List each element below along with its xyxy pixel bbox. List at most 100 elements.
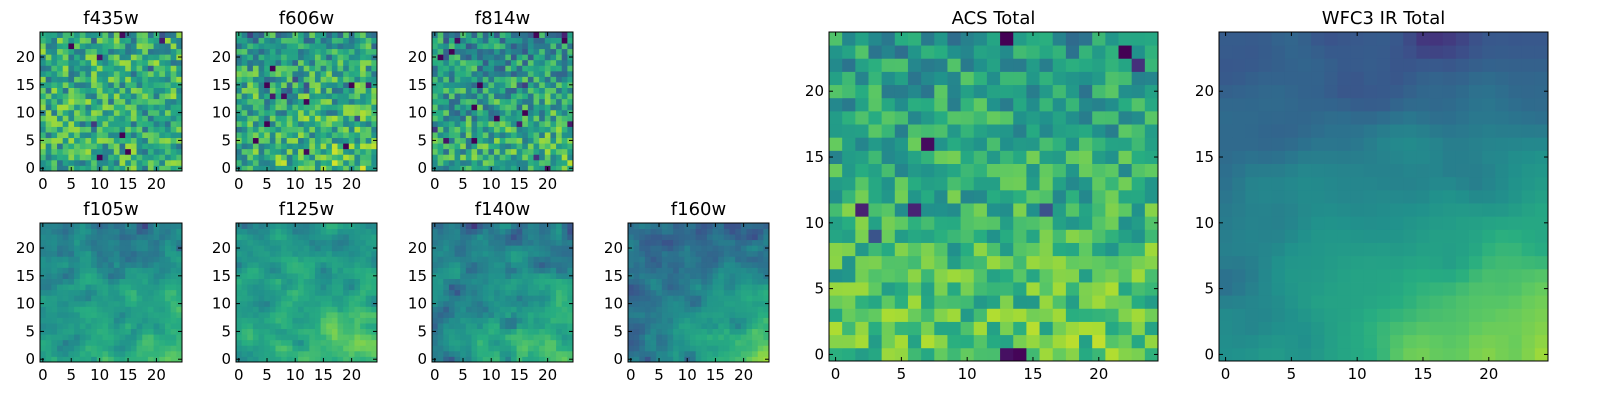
heatmap-cell [516,334,523,341]
heatmap-cell [488,328,495,335]
heatmap-cell [79,278,86,285]
heatmap-cell [79,98,86,105]
heatmap-cell [68,59,75,66]
heatmap-cell [142,228,149,235]
heatmap-cell [539,295,546,302]
heatmap-cell [365,159,372,166]
heatmap-cell [973,334,988,349]
heatmap-cell [701,228,708,235]
heatmap-cell [881,189,896,204]
heatmap-cell [269,59,276,66]
heatmap-cell [258,261,265,268]
heatmap-cell [74,37,81,44]
heatmap-cell [159,245,166,252]
heatmap-cell [505,234,512,241]
heatmap-cell [91,70,98,77]
heatmap-cell [314,306,321,313]
heatmap-cell [556,234,563,241]
heatmap-cell [757,334,764,341]
heatmap-cell [331,54,338,61]
heatmap-cell [68,311,75,318]
heatmap-cell [471,137,478,144]
heatmap-cell [567,115,574,122]
heatmap-cell [142,239,149,246]
heatmap-cell [269,148,276,155]
heatmap-cell [437,278,444,285]
heatmap-cell [57,132,64,139]
heatmap-cell [74,165,81,172]
heatmap-cell [527,109,534,116]
heatmap-cell [108,273,115,279]
heatmap-cell [465,159,472,166]
heatmap-cell [667,300,674,307]
heatmap-cell [550,82,557,88]
heatmap-cell [153,104,160,111]
heatmap-cell [561,273,568,279]
heatmap-cell [471,323,478,330]
heatmap-cell [510,132,517,139]
heatmap-cell [119,120,126,127]
heatmap-cell [365,76,372,83]
heatmap-cell [477,328,484,335]
heatmap-cell [170,273,177,279]
heatmap-cell [360,76,367,83]
heatmap-cell [443,256,450,263]
heatmap-cell [96,284,103,291]
heatmap-cell [298,239,305,246]
heatmap-cell [757,345,764,352]
heatmap-cell [269,76,276,83]
heatmap-cell [881,255,896,270]
heatmap-cell [147,165,154,172]
heatmap-cell [544,43,551,50]
heatmap-cell [556,306,563,313]
heatmap-cell [695,345,702,352]
heatmap-cell [505,350,512,357]
heatmap-cell [752,339,759,346]
heatmap-cell [303,356,310,363]
heatmap-cell [130,98,137,105]
heatmap-cell [309,334,316,341]
heatmap-cell [684,306,691,313]
heatmap-cell [712,256,719,263]
heatmap-cell [1079,242,1093,257]
heatmap-cell [170,132,177,139]
heatmap-cell [752,267,759,274]
heatmap-cell [326,82,333,88]
heatmap-cell [264,256,271,263]
x-tick-label: 5 [458,175,468,193]
heatmap-cell [510,98,517,105]
heatmap-cell [303,261,310,268]
heatmap-cell [343,234,350,241]
heatmap-cell [740,350,747,357]
heatmap-cell [561,132,568,139]
heatmap-cell [51,120,58,127]
heatmap-cell [539,306,546,313]
heatmap-cell [136,300,143,307]
heatmap-cell [471,59,478,66]
heatmap-cell [684,300,691,307]
heatmap-cell [477,278,484,285]
heatmap-cell [505,165,512,172]
heatmap-cell [678,356,685,363]
heatmap-cell [701,278,708,285]
heatmap-cell [460,115,467,122]
heatmap-cell [258,159,265,166]
heatmap-cell [241,148,248,155]
heatmap-cell [706,339,713,346]
heatmap-cell [494,317,501,324]
heatmap-cell [102,284,109,291]
heatmap-cell [550,154,557,161]
heatmap-cell [471,104,478,111]
heatmap-cell [561,245,568,252]
heatmap-cell [247,273,254,279]
heatmap-cell [432,120,439,127]
heatmap-cell [281,334,288,341]
heatmap-cell [337,278,344,285]
heatmap-cell [684,323,691,330]
heatmap-cell [125,126,132,133]
heatmap-cell [510,267,517,274]
heatmap-cell [448,267,455,274]
heatmap-cell [298,223,305,229]
heatmap-cell [68,250,75,257]
heatmap-cell [488,350,495,357]
